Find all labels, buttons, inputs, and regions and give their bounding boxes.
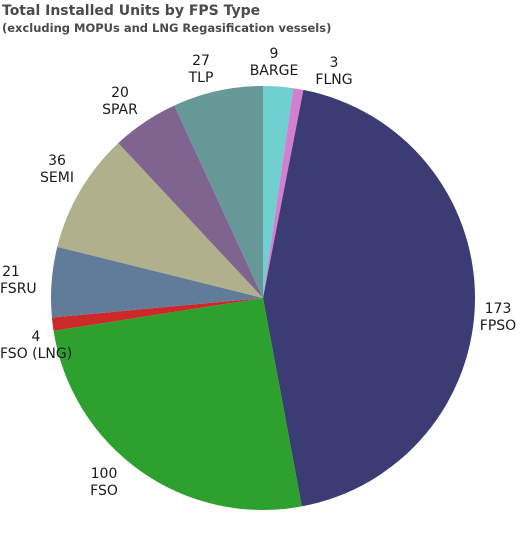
data-label-name-barge: BARGE <box>250 63 299 79</box>
data-label-name-spar: SPAR <box>102 102 138 118</box>
data-label-value-tlp: 27 <box>192 53 210 69</box>
pie-slice-fpso <box>263 89 475 507</box>
data-label-value-fso-lng: 4 <box>32 329 41 345</box>
pie-slice-tlp <box>174 86 263 298</box>
pie-slice-semi <box>57 143 263 298</box>
data-label-value-fso: 100 <box>91 466 118 482</box>
data-label-name-tlp: TLP <box>188 70 214 86</box>
data-label-value-fpso: 173 <box>485 301 512 317</box>
pie-slice-fso-lng <box>51 298 264 331</box>
data-label-value-flng: 3 <box>330 55 339 71</box>
chart-subtitle: (excluding MOPUs and LNG Regasification … <box>2 21 332 35</box>
data-label-value-barge: 9 <box>270 46 279 62</box>
data-label-name-fso-lng: FSO (LNG) <box>0 346 72 362</box>
pie-slice-spar <box>118 105 263 298</box>
pie-slice-fso <box>53 298 302 511</box>
pie-slice-fsru <box>51 246 263 318</box>
data-label-name-fpso: FPSO <box>480 318 516 334</box>
chart-title: Total Installed Units by FPS Type <box>2 3 261 19</box>
data-label-name-semi: SEMI <box>40 170 74 186</box>
data-label-name-flng: FLNG <box>315 72 352 88</box>
data-label-value-spar: 20 <box>111 85 129 101</box>
data-label-value-fsru: 21 <box>2 264 20 280</box>
pie-slice-flng <box>263 88 304 299</box>
pie-slice-barge <box>263 86 294 298</box>
data-label-name-fsru: FSRU <box>0 281 37 297</box>
data-label-value-semi: 36 <box>48 153 66 169</box>
data-label-name-fso: FSO <box>90 483 118 499</box>
